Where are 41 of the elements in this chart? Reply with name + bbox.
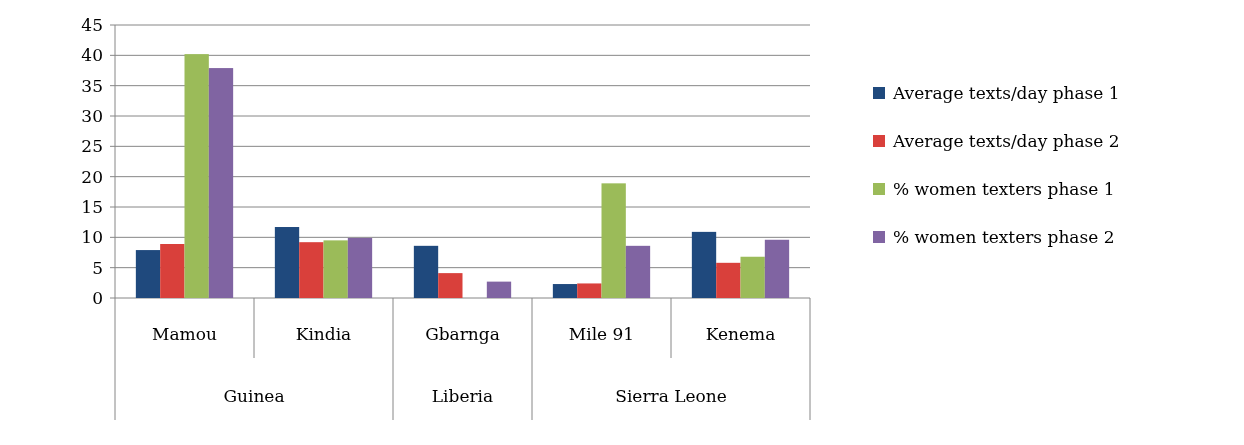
bar — [184, 54, 209, 298]
y-tick-label: 45 — [81, 14, 103, 35]
y-tick-label: 20 — [81, 166, 103, 187]
bar — [347, 237, 373, 298]
text: Liberia — [431, 386, 494, 406]
bar — [601, 183, 626, 298]
bar — [764, 239, 790, 298]
bar — [299, 242, 324, 298]
y-tick-label: 0 — [92, 287, 103, 308]
legend-label: % women texters phase 2 — [893, 226, 1115, 247]
bar — [552, 284, 578, 298]
legend-label: % women texters phase 1 — [893, 178, 1115, 199]
y-tick-label: 15 — [81, 196, 103, 217]
legend-label: Average texts/day phase 2 — [892, 130, 1120, 151]
bar — [740, 256, 765, 298]
bar — [691, 231, 717, 298]
x-tick-label: Mile 91 — [568, 324, 635, 344]
bar — [716, 262, 741, 298]
x-tick-label: Kenema — [705, 324, 776, 344]
text: Sierra Leone — [615, 386, 727, 406]
bar — [577, 283, 602, 298]
bar — [323, 240, 348, 298]
bar — [625, 245, 651, 298]
legend-label: Average texts/day phase 1 — [892, 82, 1120, 103]
bar — [135, 250, 161, 298]
bar — [413, 245, 439, 298]
x-tick-label: Gbarnga — [425, 324, 500, 344]
bar — [160, 244, 185, 298]
y-tick-label: 5 — [92, 257, 103, 278]
bar — [208, 68, 234, 298]
y-tick-label: 35 — [81, 75, 103, 96]
bar — [438, 273, 463, 298]
bar — [274, 227, 300, 298]
x-tick-label: Kindia — [295, 324, 352, 344]
y-tick-label: 40 — [81, 45, 103, 66]
y-tick-label: 10 — [81, 227, 103, 248]
x-tick-label: Mamou — [152, 324, 217, 344]
y-tick-label: 25 — [81, 136, 103, 157]
y-tick-label: 30 — [81, 105, 103, 126]
text: Guinea — [223, 386, 285, 406]
bar — [486, 281, 512, 298]
